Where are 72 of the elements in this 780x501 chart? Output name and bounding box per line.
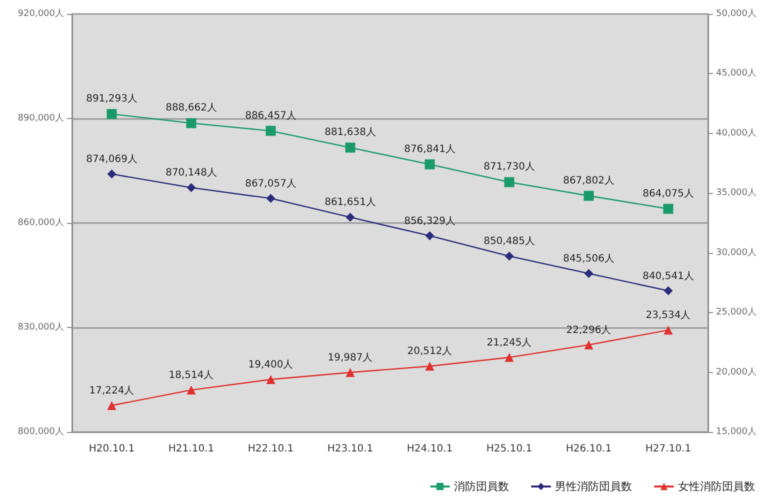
data-label: 19,400人 [248,359,294,370]
x-tick-label: H20.10.1 [88,444,135,454]
x-tick-label: H26.10.1 [566,444,612,454]
data-label: 874,069人 [86,154,138,165]
point [266,126,276,136]
y-tick-label: 890,000人 [18,112,64,124]
data-label: 856,329人 [404,216,456,227]
x-tick-label: H23.10.1 [327,444,374,454]
data-label: 17,224人 [89,385,134,396]
point [663,204,674,214]
y-tick-label: 830,000人 [18,322,64,332]
point [345,142,356,153]
y-tick-label: 920,000人 [18,8,64,19]
legend-label: 男性消防団員数 [555,480,632,493]
y2-tick-label: 40,000人 [716,127,756,138]
y2-tick-label: 30,000人 [716,246,756,258]
data-label: 870,148人 [166,168,217,179]
x-tick-label: H27.10.1 [645,444,692,454]
data-label: 845,506人 [563,253,614,264]
point [346,368,355,377]
legend-label: 女性消防団員数 [678,480,755,493]
data-label: 871,730人 [484,162,535,173]
y2-tick-label: 25,000人 [716,306,756,318]
point [425,362,434,371]
y-tick-label: 860,000人 [18,217,64,228]
point [664,326,673,335]
point [504,252,514,261]
data-label: 22,296人 [566,324,612,336]
y2-tick-label: 45,000人 [716,68,756,79]
y2-tick-label: 50,000人 [716,8,756,19]
data-label: 891,293人 [86,93,138,104]
point [107,169,116,178]
data-label: 876,841人 [404,144,456,155]
data-label: 886,457人 [245,110,296,122]
data-label: 888,662人 [166,102,217,114]
point [424,159,435,170]
y2-tick-label: 35,000人 [716,187,756,198]
data-label: 20,512人 [407,346,452,358]
data-label: 850,485人 [484,236,535,248]
data-label: 23,534人 [646,310,691,322]
y-tick-label: 800,000人 [18,426,64,437]
point [106,108,117,119]
data-label: 840,541人 [642,270,694,282]
point [425,231,434,240]
point [186,183,196,192]
point [504,352,514,362]
y2-tick-label: 15,000人 [716,426,756,437]
x-tick-label: H21.10.1 [168,444,214,454]
point [584,268,594,278]
data-label: 864,075人 [642,188,694,200]
data-label: 18,514人 [168,370,214,382]
data-label: 881,638人 [324,127,376,138]
data-label: 867,057人 [245,178,296,190]
legend-label: 消防団員数 [454,480,509,493]
point [346,212,355,222]
data-label: 867,802人 [563,175,614,186]
point [266,374,276,384]
point [584,190,594,201]
x-tick-label: H25.10.1 [486,444,532,454]
point [504,177,514,188]
x-tick-label: H22.10.1 [248,444,294,454]
data-label: 21,245人 [486,337,532,348]
x-tick-label: H24.10.1 [406,444,453,454]
point [664,286,673,296]
point [266,194,276,203]
data-label: 861,651人 [324,197,376,208]
point [186,118,196,128]
point [186,386,196,395]
y2-tick-label: 20,000人 [716,366,756,378]
point [584,340,594,350]
data-label: 19,987人 [328,352,373,364]
point [107,400,116,410]
